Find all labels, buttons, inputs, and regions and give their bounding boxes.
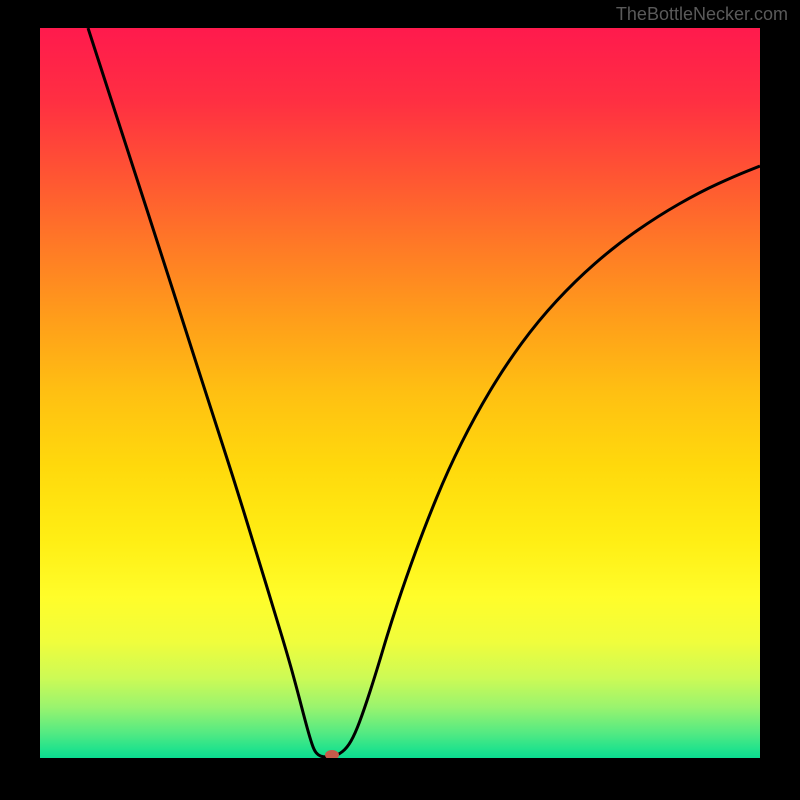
bottleneck-curve — [88, 28, 760, 757]
optimal-marker — [325, 750, 339, 758]
curve-layer — [40, 28, 760, 758]
chart-plot-area — [40, 28, 760, 758]
attribution-text: TheBottleNecker.com — [616, 4, 788, 25]
